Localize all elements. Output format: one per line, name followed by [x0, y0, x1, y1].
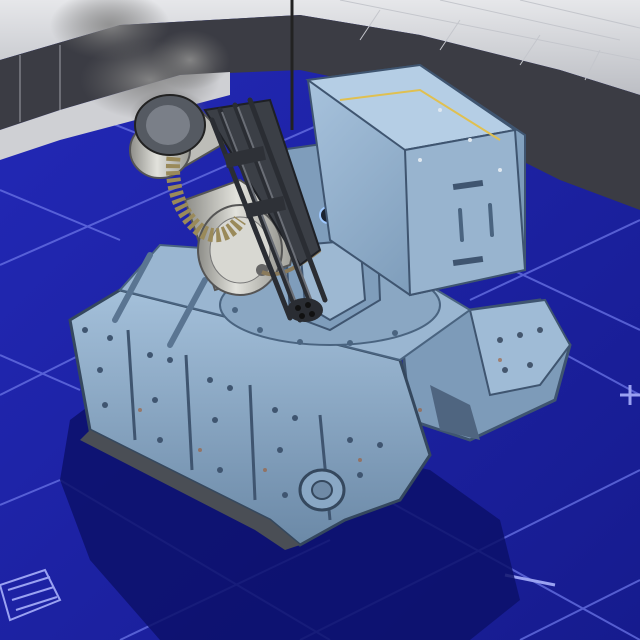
floor-panel [0, 568, 62, 622]
tank [68, 63, 572, 550]
gatling-gun [203, 97, 328, 323]
deck-braces [112, 252, 208, 348]
coolant-tank [134, 94, 206, 156]
right-track [398, 298, 572, 442]
left-track [68, 288, 502, 550]
ammo-box [305, 63, 527, 297]
ammo-belt [166, 127, 246, 243]
